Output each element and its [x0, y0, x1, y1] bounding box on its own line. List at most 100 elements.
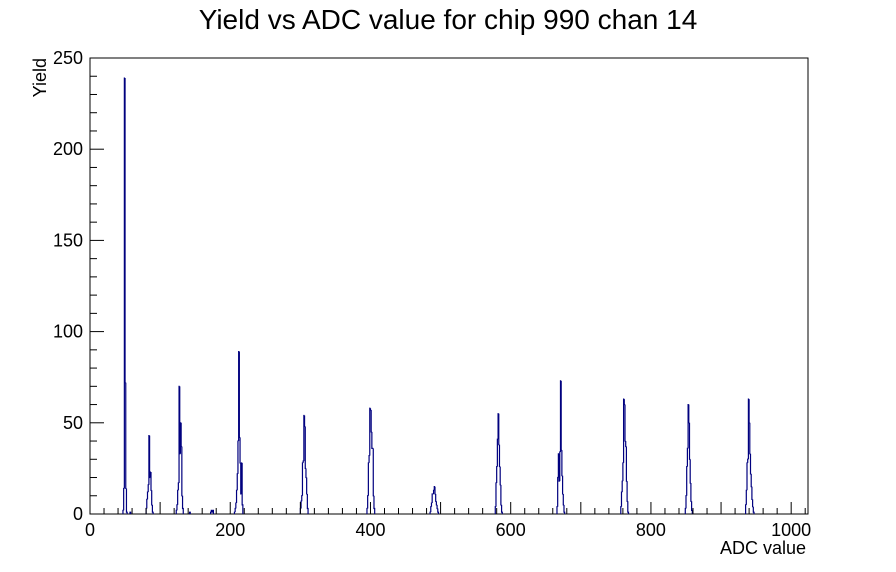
histogram-bin: [495, 482, 497, 507]
histogram-bin: [146, 491, 149, 500]
histogram-bin: [499, 466, 501, 486]
histogram-bin: [684, 507, 686, 514]
histogram-bin: [181, 446, 183, 497]
histogram-bin: [212, 509, 215, 514]
histogram-bin: [151, 504, 154, 514]
histogram-bin: [305, 468, 307, 479]
histogram-bin: [367, 462, 370, 496]
histogram-bin: [689, 459, 691, 484]
histogram-bin: [239, 437, 241, 464]
histogram-bin: [146, 498, 148, 509]
y-tick-label: 250: [53, 48, 83, 68]
histogram-bin: [745, 504, 747, 514]
histogram-bin: [627, 501, 630, 514]
histogram-bin: [371, 431, 373, 449]
histogram-bin: [620, 506, 622, 514]
histogram-bin: [622, 462, 624, 482]
histogram-bin: [301, 495, 303, 502]
histogram-bin: [125, 488, 128, 514]
histogram-bin: [235, 489, 238, 504]
histogram-bin: [498, 413, 500, 446]
histogram-bin: [625, 441, 627, 448]
histogram-bin: [125, 382, 127, 490]
histogram-bin: [494, 506, 496, 514]
histogram-bin: [623, 399, 625, 406]
histogram-bin: [303, 415, 306, 428]
histogram-bin: [301, 462, 304, 496]
y-axis-label: Yield: [30, 58, 50, 97]
histogram-bin: [368, 455, 370, 463]
chart-title: Yield vs ADC value for chip 990 chan 14: [199, 4, 698, 35]
histogram-bin: [437, 508, 440, 514]
y-tick-label: 0: [73, 504, 83, 524]
y-tick-label: 50: [63, 413, 83, 433]
histogram-bin: [235, 502, 237, 509]
histogram-bin: [372, 448, 374, 497]
histogram-bin: [561, 450, 563, 477]
histogram-bin: [557, 476, 559, 507]
histogram-bin: [370, 410, 372, 433]
histogram-bin: [752, 506, 755, 514]
histogram-bin: [752, 499, 754, 508]
histogram-bin: [124, 78, 126, 384]
histogram-bin: [366, 507, 368, 514]
histogram-bin: [561, 475, 564, 495]
histogram-bin: [685, 495, 687, 509]
histogram-bin: [621, 480, 623, 493]
histogram-bins: [122, 77, 755, 514]
histogram-bin: [624, 404, 626, 442]
histogram-bin: [745, 489, 747, 505]
histogram-bin: [496, 465, 498, 483]
x-tick-label: 0: [85, 520, 95, 540]
histogram-bin: [238, 351, 241, 438]
histogram-bin: [688, 422, 691, 460]
histogram-bin: [496, 438, 499, 467]
x-tick-label: 600: [496, 520, 526, 540]
histogram-bin: [177, 482, 180, 491]
histogram-bin: [302, 460, 304, 463]
y-tick-label: 150: [53, 230, 83, 250]
y-tick-label: 200: [53, 139, 83, 159]
histogram-bin: [367, 495, 369, 509]
histogram-bin: [147, 484, 149, 493]
histogram-bin: [436, 504, 438, 510]
histogram-bin: [176, 504, 178, 511]
histogram-bin: [626, 481, 628, 502]
histogram-bin: [563, 504, 566, 514]
histogram-bin: [747, 458, 749, 463]
histogram-bin: [432, 489, 435, 494]
plot-frame: [89, 57, 809, 515]
histogram-bin: [175, 509, 177, 514]
x-axis: 0 200 400 600 800 1000: [85, 502, 811, 540]
histogram-bin: [691, 501, 693, 514]
histogram-bin: [498, 444, 501, 468]
histogram-bin: [686, 447, 689, 467]
x-axis-label: ADC value: [720, 538, 806, 558]
histogram-bin: [122, 509, 124, 514]
y-axis: 0 50 100 150 200 250: [53, 48, 104, 524]
histogram-bin: [430, 506, 432, 513]
histogram-bin: [688, 404, 690, 424]
histogram-bin: [306, 477, 308, 495]
histogram-bin: [429, 511, 431, 514]
y-tick-label: 100: [53, 322, 83, 342]
histogram-bin: [129, 511, 132, 514]
histogram-bin: [177, 489, 179, 505]
histogram-bin: [304, 426, 306, 469]
histogram-bin: [556, 506, 558, 514]
x-tick-label: 800: [636, 520, 666, 540]
histogram-bin: [210, 511, 212, 514]
histogram-bin: [625, 446, 628, 482]
histogram-bin: [559, 451, 561, 482]
histogram-bin: [430, 502, 433, 507]
histogram-bin: [123, 487, 125, 511]
histogram-bin: [431, 493, 433, 504]
histogram-bin: [622, 398, 625, 463]
histogram-bin: [751, 486, 753, 501]
histogram-bin: [369, 407, 371, 456]
histogram-bin: [435, 493, 437, 502]
histogram-bin: [560, 380, 562, 451]
histogram-bin: [188, 511, 191, 514]
histogram-bin: [150, 472, 152, 491]
